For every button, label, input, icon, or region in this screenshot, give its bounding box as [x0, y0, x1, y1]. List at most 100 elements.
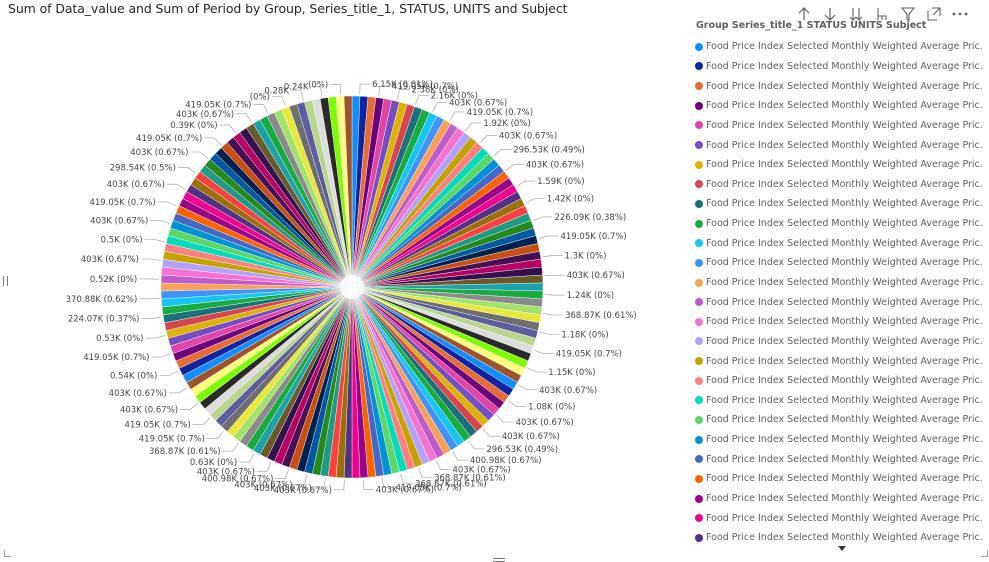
data-label: 419.05K (0.7%)	[185, 100, 251, 110]
data-label: 0.24K	[284, 83, 309, 93]
label-leader-line	[518, 385, 537, 390]
label-leader-line	[360, 84, 370, 94]
legend-item[interactable]: Food Price Index Selected Monthly Weight…	[695, 371, 985, 391]
resize-handle-left[interactable]	[3, 276, 8, 286]
legend-item[interactable]: Food Price Index Selected Monthly Weight…	[695, 253, 985, 273]
label-leader-line	[468, 441, 484, 449]
legend-item[interactable]: Food Price Index Selected Monthly Weight…	[695, 174, 985, 194]
legend-marker	[695, 121, 703, 129]
label-leader-line	[436, 461, 450, 470]
label-leader-line	[204, 138, 221, 145]
label-leader-line	[150, 220, 169, 223]
legend-item-label: Food Price Index Selected Monthly Weight…	[706, 140, 982, 151]
legend: Food Price Index Selected Monthly Weight…	[695, 37, 985, 548]
data-label: 400.98K (0.67%)	[470, 456, 542, 466]
legend-item[interactable]: Food Price Index Selected Monthly Weight…	[695, 96, 985, 116]
legend-marker	[695, 337, 703, 345]
legend-item[interactable]: Food Price Index Selected Monthly Weight…	[695, 273, 985, 293]
legend-item-label: Food Price Index Selected Monthly Weight…	[706, 41, 982, 52]
legend-item[interactable]: Food Price Index Selected Monthly Weight…	[695, 233, 985, 253]
more-options-icon[interactable]	[947, 3, 973, 25]
legend-item[interactable]: Food Price Index Selected Monthly Weight…	[695, 489, 985, 509]
data-label: 226.09K (0.38%)	[555, 213, 627, 223]
label-leader-line	[146, 336, 166, 339]
legend-item[interactable]: Food Price Index Selected Monthly Weight…	[695, 312, 985, 332]
data-label: 419.05K (0.7%)	[139, 435, 205, 445]
legend-item-label: Food Price Index Selected Monthly Weight…	[706, 218, 982, 229]
legend-scroll-down-icon[interactable]	[838, 546, 846, 551]
label-leader-line	[142, 317, 162, 319]
legend-marker	[695, 416, 703, 424]
label-leader-line	[158, 202, 177, 206]
legend-item-label: Food Price Index Selected Monthly Weight…	[706, 375, 982, 386]
legend-item[interactable]: Food Price Index Selected Monthly Weight…	[695, 508, 985, 528]
data-label: 296.53K (0.49%)	[513, 145, 585, 155]
label-leader-line	[534, 350, 553, 353]
data-label: 0.52K (0%)	[90, 275, 137, 285]
data-label: 1.18K (0%)	[561, 331, 608, 341]
legend-item-label: Food Price Index Selected Monthly Weight…	[706, 100, 982, 111]
data-label: (0%)	[308, 80, 328, 90]
legend-marker	[695, 495, 703, 503]
data-label: 1.24K (0%)	[567, 291, 614, 301]
legend-marker	[695, 62, 703, 70]
legend-item-label: Food Price Index Selected Monthly Weight…	[706, 159, 982, 170]
legend-item[interactable]: Food Price Index Selected Monthly Weight…	[695, 351, 985, 371]
legend-marker	[695, 220, 703, 228]
legend-marker	[695, 239, 703, 247]
label-leader-line	[223, 443, 239, 451]
label-leader-line	[527, 368, 546, 372]
legend-item[interactable]: Food Price Index Selected Monthly Weight…	[695, 332, 985, 352]
legend-item-label: Food Price Index Selected Monthly Weight…	[706, 356, 982, 367]
legend-item[interactable]: Food Price Index Selected Monthly Weight…	[695, 469, 985, 489]
legend-marker	[695, 514, 703, 522]
label-leader-line	[257, 462, 271, 471]
label-leader-line	[433, 103, 447, 112]
legend-marker	[695, 396, 703, 404]
legend-item[interactable]: Food Price Index Selected Monthly Weight…	[695, 194, 985, 214]
legend-item[interactable]: Food Price Index Selected Monthly Weight…	[695, 292, 985, 312]
pie-chart[interactable]: 6.15K (0.01%)419.05K (0.7%)2.38K (0%)2.1…	[1, 1, 701, 562]
data-label: 403K (0.67%)	[539, 386, 597, 396]
data-label: 298.54K (0.5%)	[110, 164, 176, 174]
legend-marker	[695, 180, 703, 188]
corner-handle-bottom-right[interactable]	[981, 550, 988, 557]
data-label: 1.08K (0%)	[528, 402, 575, 412]
label-leader-line	[545, 275, 565, 276]
label-leader-line	[543, 255, 563, 257]
legend-item[interactable]: Food Price Index Selected Monthly Weight…	[695, 76, 985, 96]
legend-item[interactable]: Food Price Index Selected Monthly Weight…	[695, 528, 985, 548]
label-leader-line	[178, 168, 196, 174]
legend-item[interactable]: Food Price Index Selected Monthly Weight…	[695, 37, 985, 57]
label-leader-line	[330, 84, 341, 94]
data-label: 403K (0.67%)	[376, 486, 434, 496]
label-leader-line	[543, 314, 563, 315]
label-leader-line	[401, 474, 414, 484]
legend-item[interactable]: Food Price Index Selected Monthly Weight…	[695, 410, 985, 430]
legend-item-label: Food Price Index Selected Monthly Weight…	[706, 395, 982, 406]
legend-item[interactable]: Food Price Index Selected Monthly Weight…	[695, 57, 985, 77]
legend-item-label: Food Price Index Selected Monthly Weight…	[706, 316, 982, 327]
legend-item-label: Food Price Index Selected Monthly Weight…	[706, 473, 982, 484]
legend-marker	[695, 141, 703, 149]
data-label: 419.05K (0.7%)	[561, 232, 627, 242]
data-label: 368.87K (0.61%)	[565, 311, 637, 321]
label-leader-line	[539, 236, 559, 239]
legend-item[interactable]: Food Price Index Selected Monthly Weight…	[695, 391, 985, 411]
legend-item[interactable]: Food Price Index Selected Monthly Weight…	[695, 135, 985, 155]
label-leader-line	[207, 431, 224, 438]
legend-item-label: Food Price Index Selected Monthly Weight…	[706, 336, 982, 347]
label-leader-line	[506, 165, 524, 171]
legend-item-label: Food Price Index Selected Monthly Weight…	[706, 81, 982, 92]
legend-item[interactable]: Food Price Index Selected Monthly Weight…	[695, 449, 985, 469]
label-leader-line	[363, 480, 374, 490]
legend-item[interactable]: Food Price Index Selected Monthly Weight…	[695, 214, 985, 234]
resize-handle-bottom[interactable]	[493, 558, 505, 562]
legend-item[interactable]: Food Price Index Selected Monthly Weight…	[695, 430, 985, 450]
legend-item[interactable]: Food Price Index Selected Monthly Weight…	[695, 155, 985, 175]
legend-item[interactable]: Food Price Index Selected Monthly Weight…	[695, 116, 985, 136]
corner-handle-bottom-left[interactable]	[4, 550, 11, 557]
legend-item-label: Food Price Index Selected Monthly Weight…	[706, 414, 982, 425]
label-leader-line	[496, 415, 513, 422]
